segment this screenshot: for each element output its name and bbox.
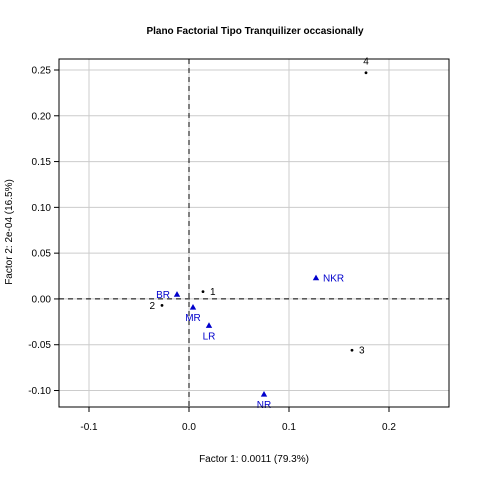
row-point-marker <box>364 71 368 75</box>
y-tick-label: 0.10 <box>32 203 52 214</box>
row-point-marker <box>160 303 164 307</box>
x-tick-label: 0.2 <box>382 422 396 433</box>
column-point-marker <box>205 322 213 328</box>
column-point-marker <box>173 291 181 297</box>
x-tick-label: 0.1 <box>282 422 296 433</box>
y-tick-label: 0.20 <box>32 111 52 122</box>
y-tick-label: -0.10 <box>28 386 51 397</box>
point-label: 1 <box>210 287 216 298</box>
y-tick-label: 0.25 <box>32 65 52 76</box>
y-tick-label: 0.05 <box>32 249 52 260</box>
column-point-marker <box>260 390 268 397</box>
row-point-marker <box>201 290 205 294</box>
plot-frame <box>58 58 450 408</box>
chart-title: Plano Factorial Tipo Tranquilizer occasi… <box>146 26 364 37</box>
y-tick-label: -0.05 <box>28 340 51 351</box>
y-axis-label: Factor 2: 2e-04 (16.5%) <box>4 179 15 285</box>
reference-lines <box>59 59 449 407</box>
x-tick-label: -0.1 <box>80 422 98 433</box>
grid-lines <box>59 59 449 407</box>
y-tick-label: 0.15 <box>32 157 52 168</box>
point-label: BR <box>156 290 170 301</box>
axes: -0.1 0.0 0.1 0.2 -0.10 -0.05 0.00 0.05 0.10 0.15 0… <box>28 65 396 433</box>
x-tick-label: 0.0 <box>182 422 196 433</box>
point-label: 2 <box>149 301 155 312</box>
y-tick-label: 0.00 <box>32 294 52 305</box>
point-label: LR <box>203 331 216 342</box>
row-point-marker <box>350 348 354 352</box>
point-label: NR <box>257 400 271 411</box>
column-point-marker <box>312 274 320 281</box>
point-label: 3 <box>359 346 365 357</box>
point-label: NKR <box>323 273 344 284</box>
column-point-marker <box>189 303 197 310</box>
x-axis-label: Factor 1: 0.0011 (79.3%) <box>199 454 309 465</box>
point-label: MR <box>185 313 201 324</box>
point-label: 4 <box>363 57 369 68</box>
